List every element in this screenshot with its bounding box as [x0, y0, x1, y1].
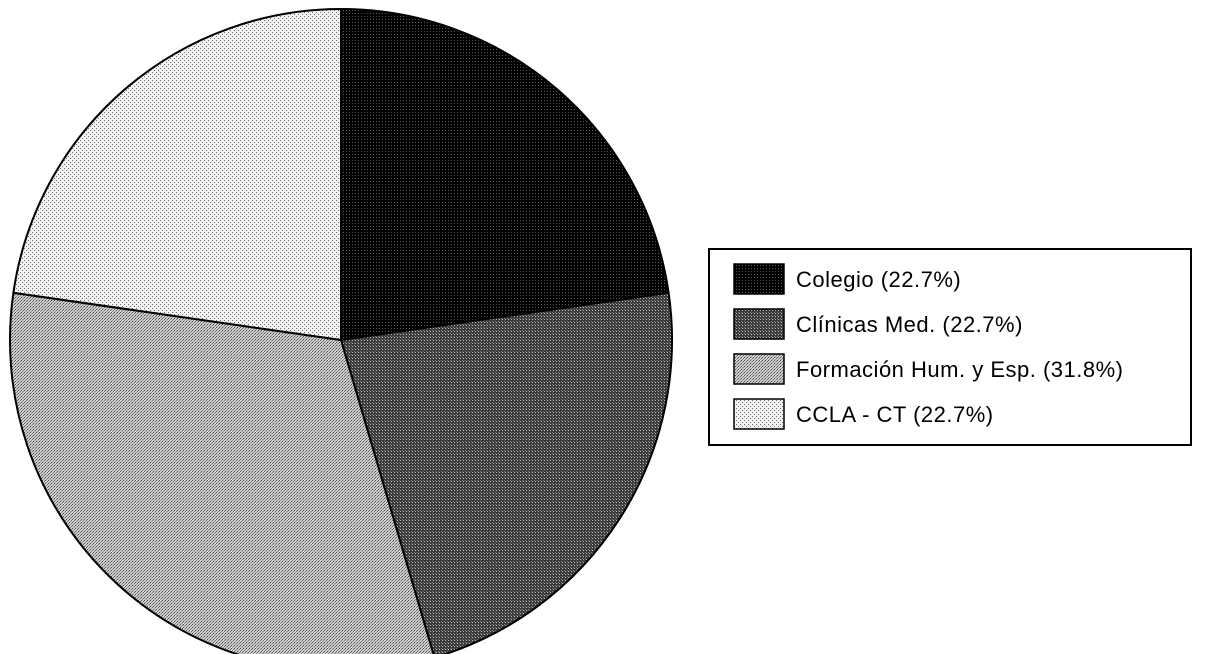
- pie-slice-clinicas-med: [340, 291, 673, 654]
- pie-slice-ccla-ct: [12, 8, 342, 341]
- legend-frame: [708, 248, 1192, 446]
- legend-swatch-formacion-hum-y-esp: [733, 353, 785, 385]
- legend-label-formacion-hum-y-esp: Formación Hum. y Esp. (31.8%): [796, 357, 1123, 382]
- pie-slices: [9, 8, 673, 654]
- pie-slice-colegio: [340, 8, 670, 341]
- legend-label-ccla-ct: CCLA - CT (22.7%): [796, 402, 994, 427]
- legend-label-clinicas-med: Clínicas Med. (22.7%): [796, 312, 1023, 337]
- pie-slice-formacion-hum-y-esp: [9, 291, 435, 654]
- legend-swatch-clinicas-med: [733, 308, 785, 340]
- legend: Colegio (22.7%) Clínicas Med. (22.7%) Form…: [708, 248, 1192, 446]
- legend-swatch-colegio: [733, 263, 785, 295]
- legend-swatch-ccla-ct: [733, 398, 785, 430]
- legend-label-colegio: Colegio (22.7%): [796, 267, 961, 292]
